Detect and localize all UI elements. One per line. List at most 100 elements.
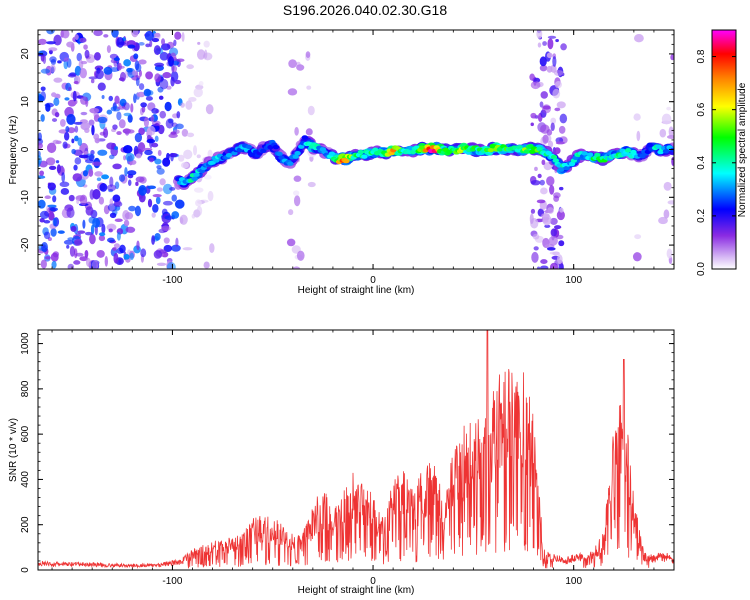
noise-cell bbox=[539, 101, 544, 108]
noise-cell bbox=[99, 183, 108, 192]
noise-cell bbox=[96, 177, 102, 182]
noise-cell bbox=[66, 113, 76, 125]
noise-cell bbox=[183, 149, 193, 160]
noise-cell bbox=[113, 201, 123, 208]
noise-cell bbox=[38, 199, 46, 209]
noise-cell bbox=[88, 154, 95, 162]
noise-cell bbox=[162, 72, 172, 79]
noise-cell bbox=[161, 38, 166, 46]
noise-cell bbox=[147, 185, 157, 190]
noise-cell bbox=[79, 37, 87, 43]
noise-cell bbox=[39, 210, 50, 219]
noise-cell bbox=[47, 182, 56, 191]
noise-cell bbox=[73, 260, 81, 265]
noise-cell bbox=[66, 41, 75, 48]
noise-cell bbox=[197, 41, 201, 45]
noise-cell bbox=[55, 160, 60, 164]
snr-ytick-label: 800 bbox=[20, 380, 31, 397]
noise-cell bbox=[103, 34, 109, 38]
noise-cell bbox=[130, 103, 134, 113]
noise-cell bbox=[123, 112, 132, 117]
noise-cell bbox=[529, 73, 535, 81]
noise-cell bbox=[154, 62, 165, 67]
noise-cell bbox=[554, 81, 562, 89]
noise-cell bbox=[557, 254, 563, 265]
noise-cell bbox=[88, 168, 94, 177]
noise-cell bbox=[131, 30, 139, 38]
noise-cell bbox=[106, 223, 117, 231]
noise-cell bbox=[101, 174, 110, 180]
noise-cell bbox=[80, 122, 91, 131]
noise-cell bbox=[536, 30, 543, 39]
noise-cell bbox=[550, 117, 557, 125]
ridge-cell bbox=[655, 144, 662, 149]
noise-cell bbox=[62, 141, 68, 149]
noise-cell bbox=[636, 130, 641, 142]
ridge-cell bbox=[581, 151, 588, 156]
noise-cell bbox=[117, 106, 127, 110]
ridge-cell bbox=[191, 176, 198, 182]
noise-cell bbox=[307, 105, 315, 116]
noise-cell bbox=[138, 127, 145, 136]
noise-cell bbox=[75, 252, 84, 257]
spectral-ytick-label: -10 bbox=[20, 190, 31, 205]
noise-cell bbox=[138, 59, 147, 65]
noise-cell bbox=[125, 226, 136, 233]
noise-cell bbox=[45, 157, 56, 166]
noise-cell bbox=[163, 237, 170, 244]
noise-cell bbox=[74, 135, 79, 142]
noise-cell bbox=[91, 161, 102, 166]
noise-cell bbox=[193, 187, 204, 193]
noise-cell bbox=[53, 77, 63, 83]
noise-cell bbox=[547, 35, 557, 39]
ridge-cell bbox=[646, 142, 653, 148]
noise-cell bbox=[88, 216, 96, 224]
noise-cell bbox=[164, 215, 174, 221]
noise-cell bbox=[152, 203, 159, 213]
noise-cell bbox=[666, 106, 672, 111]
noise-cell bbox=[176, 58, 185, 62]
ridge-cell bbox=[558, 167, 565, 172]
noise-cell bbox=[667, 200, 674, 205]
noise-cell bbox=[307, 181, 316, 188]
noise-cell bbox=[123, 219, 130, 227]
noise-cell bbox=[552, 251, 560, 256]
noise-cell bbox=[73, 121, 84, 125]
noise-cell bbox=[540, 265, 549, 269]
noise-cell bbox=[118, 119, 126, 129]
noise-cell bbox=[53, 97, 60, 107]
noise-cell bbox=[554, 107, 561, 112]
noise-cell bbox=[182, 247, 193, 251]
noise-cell bbox=[539, 64, 548, 72]
noise-cell bbox=[666, 248, 673, 259]
noise-cell bbox=[78, 154, 89, 159]
noise-cell bbox=[550, 122, 555, 132]
noise-cell bbox=[181, 32, 185, 42]
ridge-cell bbox=[594, 152, 601, 158]
noise-cell bbox=[196, 154, 201, 159]
noise-cell bbox=[196, 49, 206, 60]
noise-cell bbox=[73, 164, 78, 171]
noise-cell bbox=[293, 175, 302, 182]
noise-cell bbox=[539, 56, 547, 67]
noise-cell bbox=[175, 123, 184, 130]
ridge-cell bbox=[545, 150, 552, 156]
noise-cell bbox=[170, 76, 175, 87]
noise-cell bbox=[139, 176, 147, 184]
noise-cell bbox=[555, 141, 565, 145]
ridge-cell bbox=[523, 149, 531, 154]
colorbar-tick-label: 0.4 bbox=[696, 155, 707, 169]
noise-cell bbox=[135, 153, 142, 159]
noise-cell bbox=[111, 30, 119, 38]
ridge-cell bbox=[639, 153, 646, 159]
noise-cell bbox=[71, 148, 76, 155]
noise-cell bbox=[88, 76, 99, 80]
noise-cell bbox=[198, 81, 204, 87]
snr-ytick-label: 200 bbox=[20, 516, 31, 533]
noise-cell bbox=[136, 240, 140, 251]
noise-cell bbox=[138, 83, 145, 91]
snr-y-axis-label: SNR (10 * v/v) bbox=[8, 418, 19, 482]
noise-cell bbox=[43, 220, 51, 224]
ridge-cell bbox=[328, 151, 336, 156]
